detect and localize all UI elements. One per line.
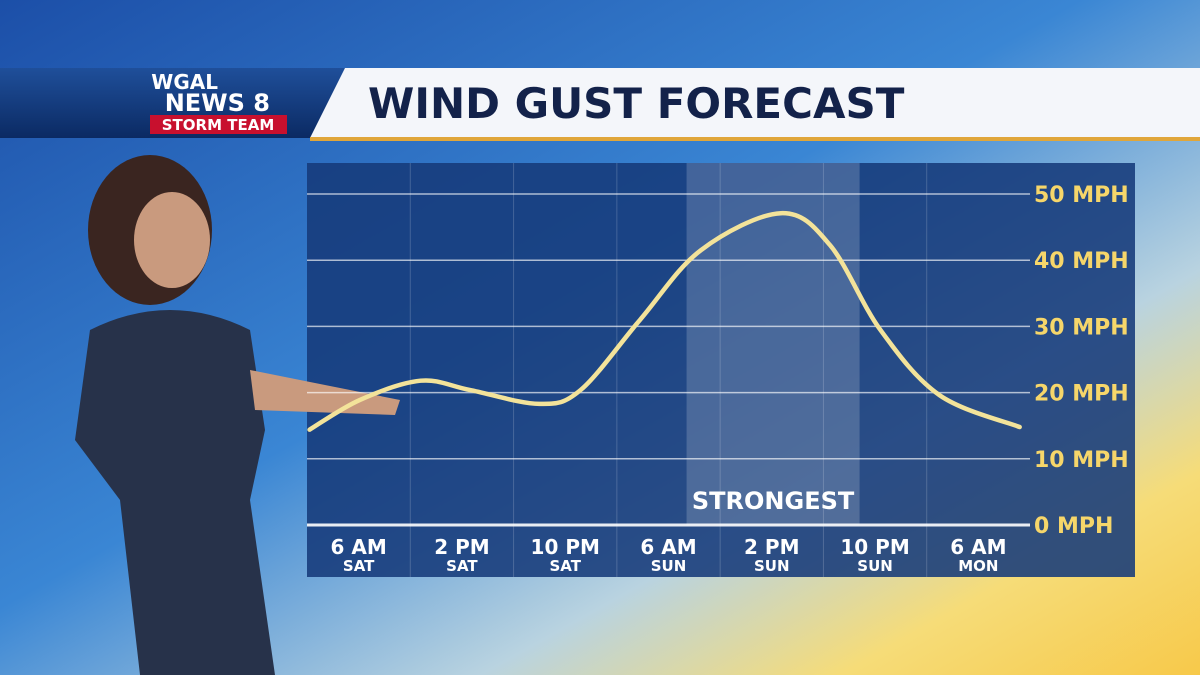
x-tick-day: MON [958,557,998,575]
y-tick-label: 50 MPH [1034,183,1129,208]
logo-top: WGAL [151,70,218,94]
logo-main: NEWS 8 [165,89,270,117]
y-tick-label: 30 MPH [1034,315,1129,340]
x-tick-label: 6 AM [331,535,387,559]
logo-bottom: STORM TEAM [162,116,275,134]
x-tick-label: 2 PM [434,535,489,559]
x-tick-label: 6 AM [950,535,1006,559]
x-tick-day: SUN [651,557,687,575]
x-tick-day: SAT [343,557,375,575]
y-tick-label: 20 MPH [1034,382,1129,407]
chart-title: WIND GUST FORECAST [368,79,905,128]
x-tick-day: SUN [754,557,790,575]
gust-line [307,210,1022,432]
x-tick-label: 6 AM [640,535,696,559]
highlight-band [686,163,860,525]
title-panel [310,68,1200,138]
x-tick-label: 10 PM [840,535,909,559]
x-tick-label: 2 PM [744,535,799,559]
y-tick-label: 10 MPH [1034,448,1129,473]
x-tick-day: SUN [857,557,893,575]
x-tick-day: SAT [446,557,478,575]
y-tick-label: 0 MPH [1034,514,1113,539]
logo-strip [150,115,287,134]
title-underline [310,137,1200,141]
highlight-label: STRONGEST [692,487,855,515]
x-tick-label: 10 PM [531,535,600,559]
y-tick-label: 40 MPH [1034,249,1129,274]
x-tick-day: SAT [549,557,581,575]
chart-panel [307,163,1135,577]
